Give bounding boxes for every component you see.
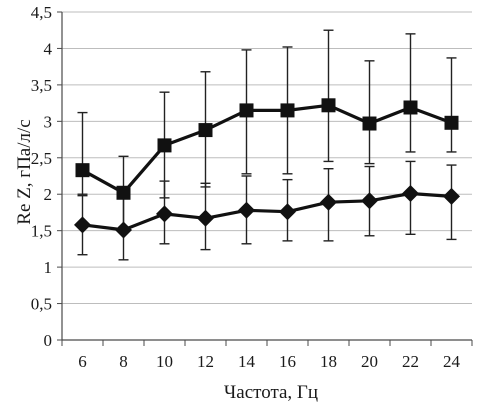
- y-tick-label: 3: [44, 112, 53, 131]
- series-markers: [74, 98, 460, 239]
- data-point-square: [280, 103, 295, 118]
- error-bar: [364, 60, 375, 165]
- y-tick-label: 4,5: [31, 3, 52, 22]
- x-tick-label: 14: [238, 352, 256, 371]
- data-point-diamond: [238, 201, 255, 219]
- y-axis-title: Re Z, гПа/л/с: [14, 119, 35, 224]
- data-point-diamond: [402, 184, 419, 202]
- y-tick-label: 0: [44, 331, 53, 350]
- y-tick-label: 2: [44, 185, 53, 204]
- data-point-square: [239, 103, 254, 118]
- data-point-diamond: [74, 216, 91, 234]
- data-point-diamond: [279, 203, 296, 221]
- y-tick-label: 0,5: [31, 295, 52, 314]
- x-tick-label: 12: [197, 352, 214, 371]
- axes: [57, 11, 473, 346]
- data-point-square: [157, 138, 172, 153]
- series-line-square: [81, 103, 453, 195]
- x-tick-label: 18: [320, 352, 337, 371]
- data-point-square: [444, 115, 459, 130]
- x-tick-label: 10: [156, 352, 173, 371]
- y-tick-label: 1: [44, 258, 53, 277]
- y-tick-label: 1,5: [31, 222, 52, 241]
- data-point-square: [403, 100, 418, 115]
- error-bar: [323, 29, 334, 163]
- x-axis-title: Частота, Гц: [224, 382, 318, 403]
- x-tick-label: 20: [361, 352, 378, 371]
- x-tick-label: 16: [279, 352, 296, 371]
- x-tick-label: 8: [119, 352, 128, 371]
- series-lines: [81, 103, 453, 232]
- data-point-square: [116, 185, 131, 200]
- data-point-square: [321, 98, 336, 113]
- data-point-diamond: [197, 209, 214, 227]
- error-bar: [446, 57, 457, 153]
- data-point-diamond: [320, 193, 337, 211]
- data-point-diamond: [443, 187, 460, 205]
- data-point-diamond: [361, 192, 378, 210]
- data-point-diamond: [115, 221, 132, 239]
- error-bar: [77, 111, 88, 197]
- y-tick-label: 4: [44, 39, 53, 58]
- error-bar: [405, 33, 416, 153]
- data-point-diamond: [156, 205, 173, 223]
- tick-labels: 0 0,5 1 1,5 2 2,5 3 3,5 4 4,5 6 8 10 12 14 16 18 20 22 24: [31, 3, 461, 371]
- y-tick-label: 3,5: [31, 76, 52, 95]
- x-tick-label: 6: [78, 352, 87, 371]
- series-line-diamond: [82, 191, 452, 232]
- data-point-square: [75, 163, 90, 178]
- x-tick-label: 24: [443, 352, 461, 371]
- y-tick-label: 2,5: [31, 149, 52, 168]
- data-point-square: [198, 123, 213, 138]
- x-tick-label: 22: [402, 352, 419, 371]
- data-point-square: [362, 116, 377, 131]
